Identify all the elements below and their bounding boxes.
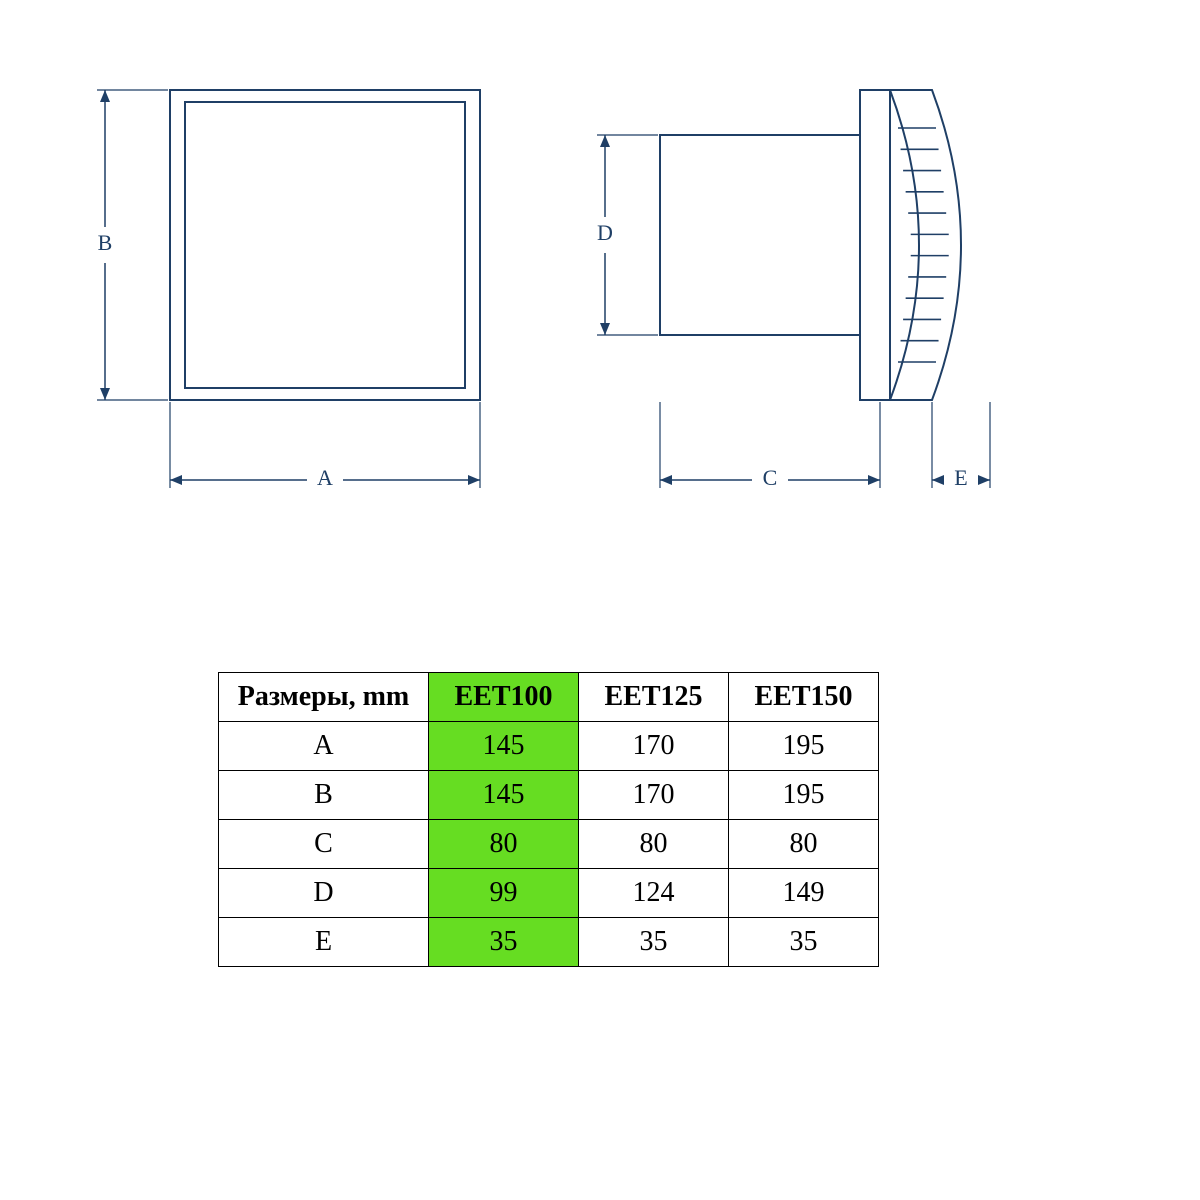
cell: 99 xyxy=(429,869,579,918)
dim-label-D: D xyxy=(597,220,613,245)
cell: 80 xyxy=(729,820,879,869)
cell: B xyxy=(219,771,429,820)
cell: 35 xyxy=(429,918,579,967)
cell: 170 xyxy=(579,771,729,820)
cell: 145 xyxy=(429,771,579,820)
col-header: EET100 xyxy=(429,673,579,722)
col-header: Размеры, mm xyxy=(219,673,429,722)
cell: C xyxy=(219,820,429,869)
cell: 170 xyxy=(579,722,729,771)
cell: 80 xyxy=(429,820,579,869)
cell: 145 xyxy=(429,722,579,771)
dim-label-A: A xyxy=(317,465,333,490)
cell: A xyxy=(219,722,429,771)
cell: 80 xyxy=(579,820,729,869)
cell: 124 xyxy=(579,869,729,918)
dimensions-table: Размеры, mmEET100EET125EET150 A145170195 B… xyxy=(218,672,879,967)
col-header: EET125 xyxy=(579,673,729,722)
technical-drawing: ABDCE xyxy=(0,0,1200,1200)
dim-label-B: B xyxy=(98,230,113,255)
cell: 149 xyxy=(729,869,879,918)
cell: 195 xyxy=(729,771,879,820)
cell: 35 xyxy=(729,918,879,967)
cell: D xyxy=(219,869,429,918)
cell: E xyxy=(219,918,429,967)
cell: 35 xyxy=(579,918,729,967)
dim-label-E: E xyxy=(954,465,967,490)
col-header: EET150 xyxy=(729,673,879,722)
dim-label-C: C xyxy=(763,465,778,490)
cell: 195 xyxy=(729,722,879,771)
